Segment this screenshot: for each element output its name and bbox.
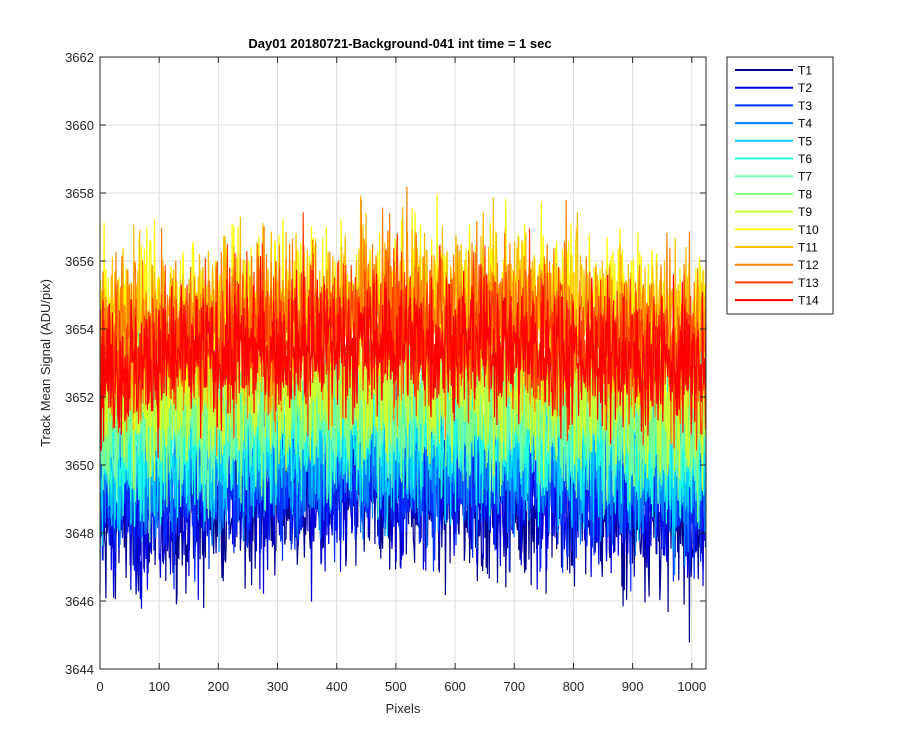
legend-label-t8: T8	[798, 187, 812, 201]
legend-label-t9: T9	[798, 205, 812, 219]
y-tick-label: 3654	[65, 322, 94, 337]
x-tick-label: 1000	[677, 679, 706, 694]
x-axis-label: Pixels	[386, 701, 421, 716]
legend-box	[726, 56, 834, 315]
y-tick-label: 3648	[65, 526, 94, 541]
y-tick-label: 3652	[65, 390, 94, 405]
x-tick-label: 600	[444, 679, 466, 694]
axes-box	[99, 56, 707, 670]
chart-title: Day01 20180721-Background-041 int time =…	[248, 36, 551, 51]
legend-label-t6: T6	[798, 152, 812, 166]
legend-label-t3: T3	[798, 99, 812, 113]
legend-label-t13: T13	[798, 276, 819, 290]
y-tick-label: 3650	[65, 458, 94, 473]
x-tick-label: 0	[96, 679, 103, 694]
y-axis-ticks: 3644 3646 3648 3650 3652 3654 3656 3658 3660 3662	[65, 50, 706, 677]
legend-label-t11: T11	[798, 241, 818, 255]
legend-label-t5: T5	[798, 134, 812, 148]
y-tick-label: 3658	[65, 186, 94, 201]
x-tick-label: 100	[148, 679, 170, 694]
legend-label-t12: T12	[798, 258, 819, 272]
x-axis-ticks: 0 100 200 300 400 500 600 700 800 900 1000	[96, 57, 706, 694]
legend: T1 T2 T3 T4 T5 T6 T7 T8 T9 T10 T11 T12 T13 T14	[726, 56, 834, 315]
x-tick-label: 500	[385, 679, 407, 694]
y-tick-label: 3656	[65, 254, 94, 269]
series-layer	[99, 186, 707, 643]
x-tick-label: 700	[503, 679, 525, 694]
y-tick-label: 3644	[65, 662, 94, 677]
y-axis-label: Track Mean Signal (ADU/pix)	[38, 279, 53, 447]
y-tick-label: 3660	[65, 118, 94, 133]
x-tick-label: 400	[326, 679, 348, 694]
legend-label-t4: T4	[798, 117, 812, 131]
x-tick-label: 200	[208, 679, 230, 694]
legend-label-t1: T1	[798, 64, 812, 78]
y-tick-label: 3662	[65, 50, 94, 65]
x-tick-label: 300	[267, 679, 289, 694]
series-line-t14	[99, 256, 707, 459]
x-tick-label: 800	[563, 679, 585, 694]
legend-label-t14: T14	[798, 294, 819, 308]
x-tick-label: 900	[622, 679, 644, 694]
legend-label-t7: T7	[798, 170, 812, 184]
legend-label-t10: T10	[798, 223, 819, 237]
y-tick-label: 3646	[65, 594, 94, 609]
legend-label-t2: T2	[798, 81, 812, 95]
